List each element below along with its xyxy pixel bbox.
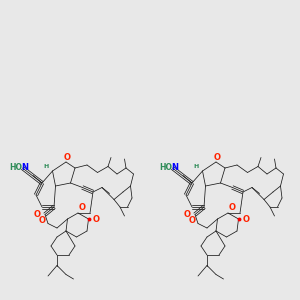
Text: O: O <box>242 214 250 224</box>
Text: O: O <box>38 216 46 225</box>
Text: HO: HO <box>159 164 172 172</box>
Text: HO: HO <box>9 164 22 172</box>
Text: N: N <box>21 164 28 172</box>
Text: O: O <box>229 202 236 211</box>
Text: O: O <box>184 210 191 219</box>
Text: H: H <box>194 164 199 169</box>
Text: H: H <box>44 164 49 169</box>
Text: O: O <box>188 216 196 225</box>
Text: N: N <box>171 164 178 172</box>
Text: O: O <box>214 153 221 162</box>
Text: O: O <box>92 214 100 224</box>
Text: O: O <box>64 153 71 162</box>
Text: O: O <box>34 210 41 219</box>
Text: O: O <box>79 202 86 211</box>
